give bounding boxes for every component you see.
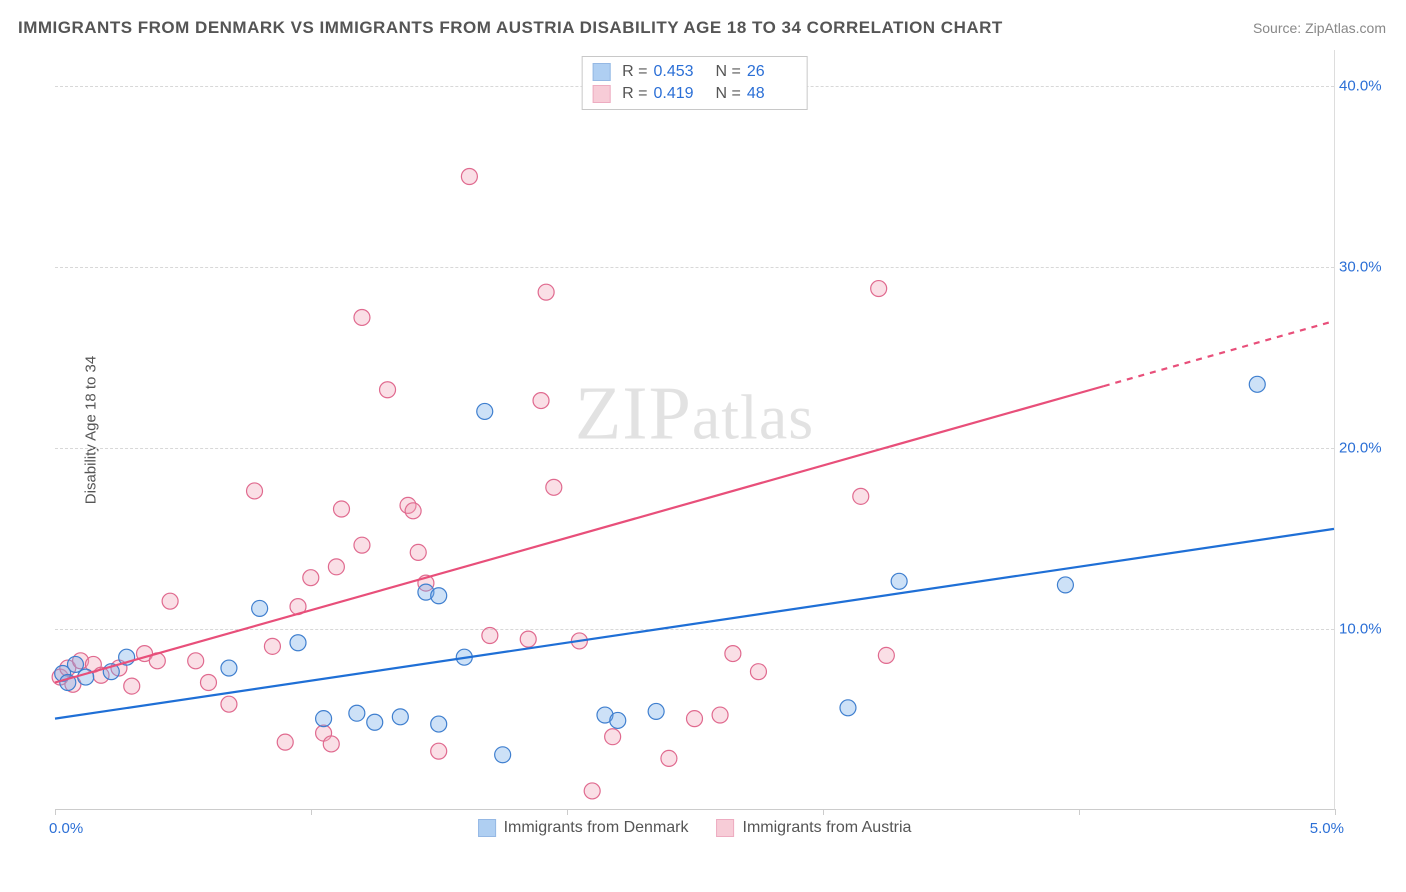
stat-r-value: 0.419: [654, 85, 704, 103]
stat-r-label: R =: [622, 85, 647, 103]
plot-area: Disability Age 18 to 34 10.0%20.0%30.0%4…: [55, 50, 1335, 810]
x-tick-label-min: 0.0%: [49, 820, 83, 837]
source-attribution: Source: ZipAtlas.com: [1253, 20, 1386, 36]
scatter-point-denmark: [495, 747, 511, 763]
scatter-point-austria: [200, 675, 216, 691]
x-tick: [823, 809, 824, 815]
scatter-point-denmark: [349, 705, 365, 721]
scatter-point-austria: [750, 664, 766, 680]
stat-legend-box: R = 0.453 N = 26 R = 0.419 N = 48: [581, 56, 808, 110]
scatter-point-denmark: [1057, 577, 1073, 593]
scatter-point-denmark: [648, 703, 664, 719]
trend-line-dashed-austria: [1104, 321, 1334, 386]
x-tick-label-max: 5.0%: [1310, 820, 1344, 837]
legend-swatch-icon: [592, 85, 610, 103]
scatter-point-austria: [725, 646, 741, 662]
scatter-point-austria: [380, 382, 396, 398]
scatter-point-denmark: [840, 700, 856, 716]
scatter-point-austria: [482, 628, 498, 644]
scatter-point-denmark: [252, 600, 268, 616]
y-tick-label: 10.0%: [1339, 621, 1389, 638]
scatter-point-denmark: [290, 635, 306, 651]
legend-label: Immigrants from Denmark: [504, 819, 689, 837]
scatter-point-austria: [661, 750, 677, 766]
scatter-point-austria: [538, 284, 554, 300]
scatter-point-austria: [410, 544, 426, 560]
scatter-point-austria: [162, 593, 178, 609]
scatter-point-austria: [221, 696, 237, 712]
y-tick-label: 40.0%: [1339, 78, 1389, 95]
scatter-point-austria: [303, 570, 319, 586]
scatter-point-austria: [334, 501, 350, 517]
x-tick: [311, 809, 312, 815]
scatter-point-denmark: [610, 712, 626, 728]
stat-n-value: 48: [747, 85, 797, 103]
scatter-point-denmark: [316, 711, 332, 727]
scatter-point-austria: [461, 169, 477, 185]
scatter-point-austria: [584, 783, 600, 799]
scatter-point-austria: [188, 653, 204, 669]
bottom-legend: Immigrants from Denmark Immigrants from A…: [478, 819, 912, 837]
legend-item-austria: Immigrants from Austria: [716, 819, 911, 837]
scatter-point-austria: [520, 631, 536, 647]
scatter-point-austria: [354, 537, 370, 553]
scatter-point-denmark: [431, 716, 447, 732]
stat-n-label: N =: [716, 63, 741, 81]
scatter-point-austria: [264, 638, 280, 654]
scatter-point-austria: [605, 729, 621, 745]
stat-row-denmark: R = 0.453 N = 26: [592, 61, 797, 83]
scatter-point-austria: [328, 559, 344, 575]
y-tick-label: 30.0%: [1339, 259, 1389, 276]
scatter-point-austria: [533, 393, 549, 409]
legend-swatch-icon: [592, 63, 610, 81]
x-tick: [55, 809, 56, 815]
legend-item-denmark: Immigrants from Denmark: [478, 819, 689, 837]
x-tick: [1079, 809, 1080, 815]
scatter-point-austria: [878, 647, 894, 663]
scatter-point-austria: [354, 309, 370, 325]
trend-line-denmark: [55, 529, 1334, 719]
x-tick: [1335, 809, 1336, 815]
scatter-point-denmark: [477, 403, 493, 419]
legend-swatch-icon: [716, 819, 734, 837]
scatter-point-austria: [405, 503, 421, 519]
scatter-point-denmark: [891, 573, 907, 589]
scatter-point-denmark: [367, 714, 383, 730]
stat-n-label: N =: [716, 85, 741, 103]
scatter-point-austria: [247, 483, 263, 499]
legend-swatch-icon: [478, 819, 496, 837]
scatter-point-austria: [546, 479, 562, 495]
x-tick: [567, 809, 568, 815]
scatter-svg: [55, 50, 1334, 809]
scatter-point-denmark: [1249, 376, 1265, 392]
scatter-point-austria: [871, 281, 887, 297]
stat-row-austria: R = 0.419 N = 48: [592, 83, 797, 105]
scatter-point-austria: [277, 734, 293, 750]
scatter-point-austria: [687, 711, 703, 727]
scatter-point-denmark: [431, 588, 447, 604]
y-tick-label: 20.0%: [1339, 440, 1389, 457]
scatter-point-austria: [124, 678, 140, 694]
stat-r-label: R =: [622, 63, 647, 81]
scatter-point-austria: [712, 707, 728, 723]
scatter-point-austria: [853, 488, 869, 504]
scatter-point-austria: [323, 736, 339, 752]
stat-n-value: 26: [747, 63, 797, 81]
legend-label: Immigrants from Austria: [742, 819, 911, 837]
scatter-point-denmark: [221, 660, 237, 676]
stat-r-value: 0.453: [654, 63, 704, 81]
scatter-point-denmark: [392, 709, 408, 725]
scatter-point-austria: [431, 743, 447, 759]
chart-title: IMMIGRANTS FROM DENMARK VS IMMIGRANTS FR…: [18, 18, 1003, 38]
